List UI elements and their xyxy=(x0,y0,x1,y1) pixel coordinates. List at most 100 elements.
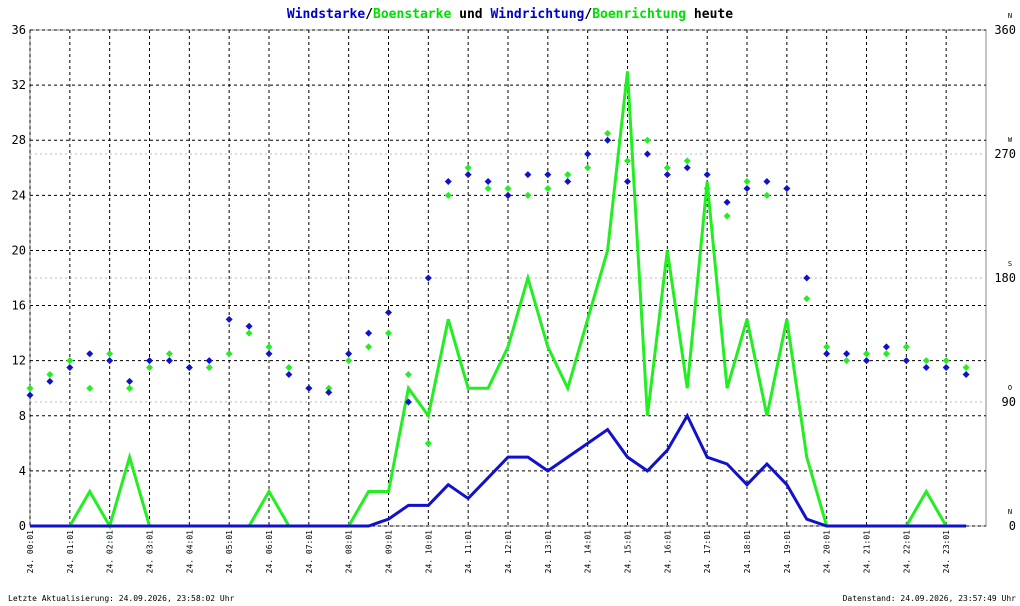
direction-point xyxy=(683,157,691,165)
direction-point xyxy=(564,178,572,186)
y-tick-label: 4 xyxy=(19,464,26,478)
y-tick-label: 12 xyxy=(12,354,26,368)
direction-point xyxy=(205,357,213,365)
direction-point xyxy=(882,350,890,358)
direction-point xyxy=(663,171,671,179)
footer-right: Datenstand: 24.09.2026, 23:57:49 Uhr xyxy=(843,594,1017,603)
title-part: heute xyxy=(686,7,733,22)
x-tick-label: 24. 17:01 xyxy=(703,530,712,574)
direction-point xyxy=(245,322,253,330)
x-tick-label: 24. 09:01 xyxy=(385,530,394,574)
direction-point xyxy=(962,370,970,378)
y-tick-label: 0 xyxy=(19,519,26,533)
y-tick-label: 32 xyxy=(12,78,26,92)
direction-point xyxy=(584,164,592,172)
y-tick-label: 28 xyxy=(12,133,26,147)
direction-point xyxy=(902,343,910,351)
direction-point xyxy=(464,171,472,179)
direction-point xyxy=(365,343,373,351)
x-tick-label: 24. 22:01 xyxy=(902,530,911,574)
direction-point xyxy=(424,439,432,447)
x-tick-label: 24. 03:01 xyxy=(146,530,155,574)
direction-point xyxy=(703,184,711,192)
y2-tick-label: 90 xyxy=(1002,395,1016,409)
direction-point xyxy=(624,157,631,165)
direction-point xyxy=(285,370,293,378)
direction-point xyxy=(902,357,910,365)
direction-point xyxy=(444,178,452,186)
direction-point xyxy=(484,178,492,186)
y-tick-label: 36 xyxy=(12,23,26,37)
direction-point xyxy=(205,364,213,372)
direction-point xyxy=(942,364,950,372)
direction-point xyxy=(225,315,233,323)
x-tick-label: 24. 21:01 xyxy=(863,530,872,574)
direction-point xyxy=(46,370,54,378)
x-tick-label: 24. 16:01 xyxy=(663,530,672,574)
direction-point xyxy=(942,357,950,365)
direction-point xyxy=(66,364,74,372)
direction-point xyxy=(484,184,492,192)
title-part: Windrichtung xyxy=(490,7,584,22)
direction-point xyxy=(385,308,392,316)
title-part: Windstarke xyxy=(287,7,365,22)
y2-compass-label: O xyxy=(1008,384,1012,392)
y2-tick-label: 270 xyxy=(994,147,1016,161)
direction-point xyxy=(922,364,930,372)
direction-point xyxy=(763,178,771,186)
direction-point xyxy=(325,384,333,392)
x-tick-label: 24. 06:01 xyxy=(265,530,274,574)
direction-point xyxy=(146,364,153,372)
direction-point xyxy=(404,370,412,378)
direction-point xyxy=(882,343,890,351)
title-part: / xyxy=(584,7,592,22)
direction-point xyxy=(26,391,34,399)
direction-point xyxy=(624,178,631,186)
direction-point xyxy=(843,357,851,365)
direction-point xyxy=(922,357,930,365)
title-part: Boenstarke xyxy=(373,7,451,22)
y2-compass-label: W xyxy=(1008,136,1013,144)
direction-point xyxy=(225,350,233,358)
x-tick-label: 24. 02:01 xyxy=(106,530,115,574)
direction-point xyxy=(146,357,153,365)
x-tick-label: 24. 05:01 xyxy=(225,530,234,574)
y-tick-label: 8 xyxy=(19,409,26,423)
direction-point xyxy=(165,350,173,358)
direction-point xyxy=(385,329,392,337)
y2-tick-label: 180 xyxy=(994,271,1016,285)
y2-compass-label: N xyxy=(1008,508,1012,516)
direction-point xyxy=(464,164,472,172)
direction-point xyxy=(524,171,532,179)
direction-point xyxy=(584,150,592,158)
direction-point xyxy=(604,136,612,144)
direction-point xyxy=(823,343,831,351)
direction-point xyxy=(962,364,970,372)
x-tick-label: 24. 12:01 xyxy=(504,530,513,574)
x-tick-label: 24. 14:01 xyxy=(584,530,593,574)
direction-point xyxy=(126,384,134,392)
direction-point xyxy=(743,184,751,192)
x-tick-label: 24. 04:01 xyxy=(185,530,194,574)
y2-compass-label: N xyxy=(1008,12,1012,20)
direction-point xyxy=(763,191,771,199)
direction-point xyxy=(723,212,731,220)
direction-point xyxy=(444,191,452,199)
direction-point xyxy=(106,350,114,358)
y2-tick-label: 360 xyxy=(994,23,1016,37)
x-tick-label: 24. 18:01 xyxy=(743,530,752,574)
x-tick-label: 24. 19:01 xyxy=(783,530,792,574)
direction-point xyxy=(404,398,412,406)
direction-point xyxy=(643,136,651,144)
direction-point xyxy=(106,357,114,365)
direction-point xyxy=(265,343,273,351)
direction-point xyxy=(544,171,552,179)
direction-point xyxy=(345,350,353,358)
y-tick-label: 24 xyxy=(12,188,26,202)
y-tick-label: 20 xyxy=(12,243,26,257)
x-tick-label: 24. 20:01 xyxy=(823,530,832,574)
line-1 xyxy=(30,412,967,528)
direction-point xyxy=(86,350,94,358)
